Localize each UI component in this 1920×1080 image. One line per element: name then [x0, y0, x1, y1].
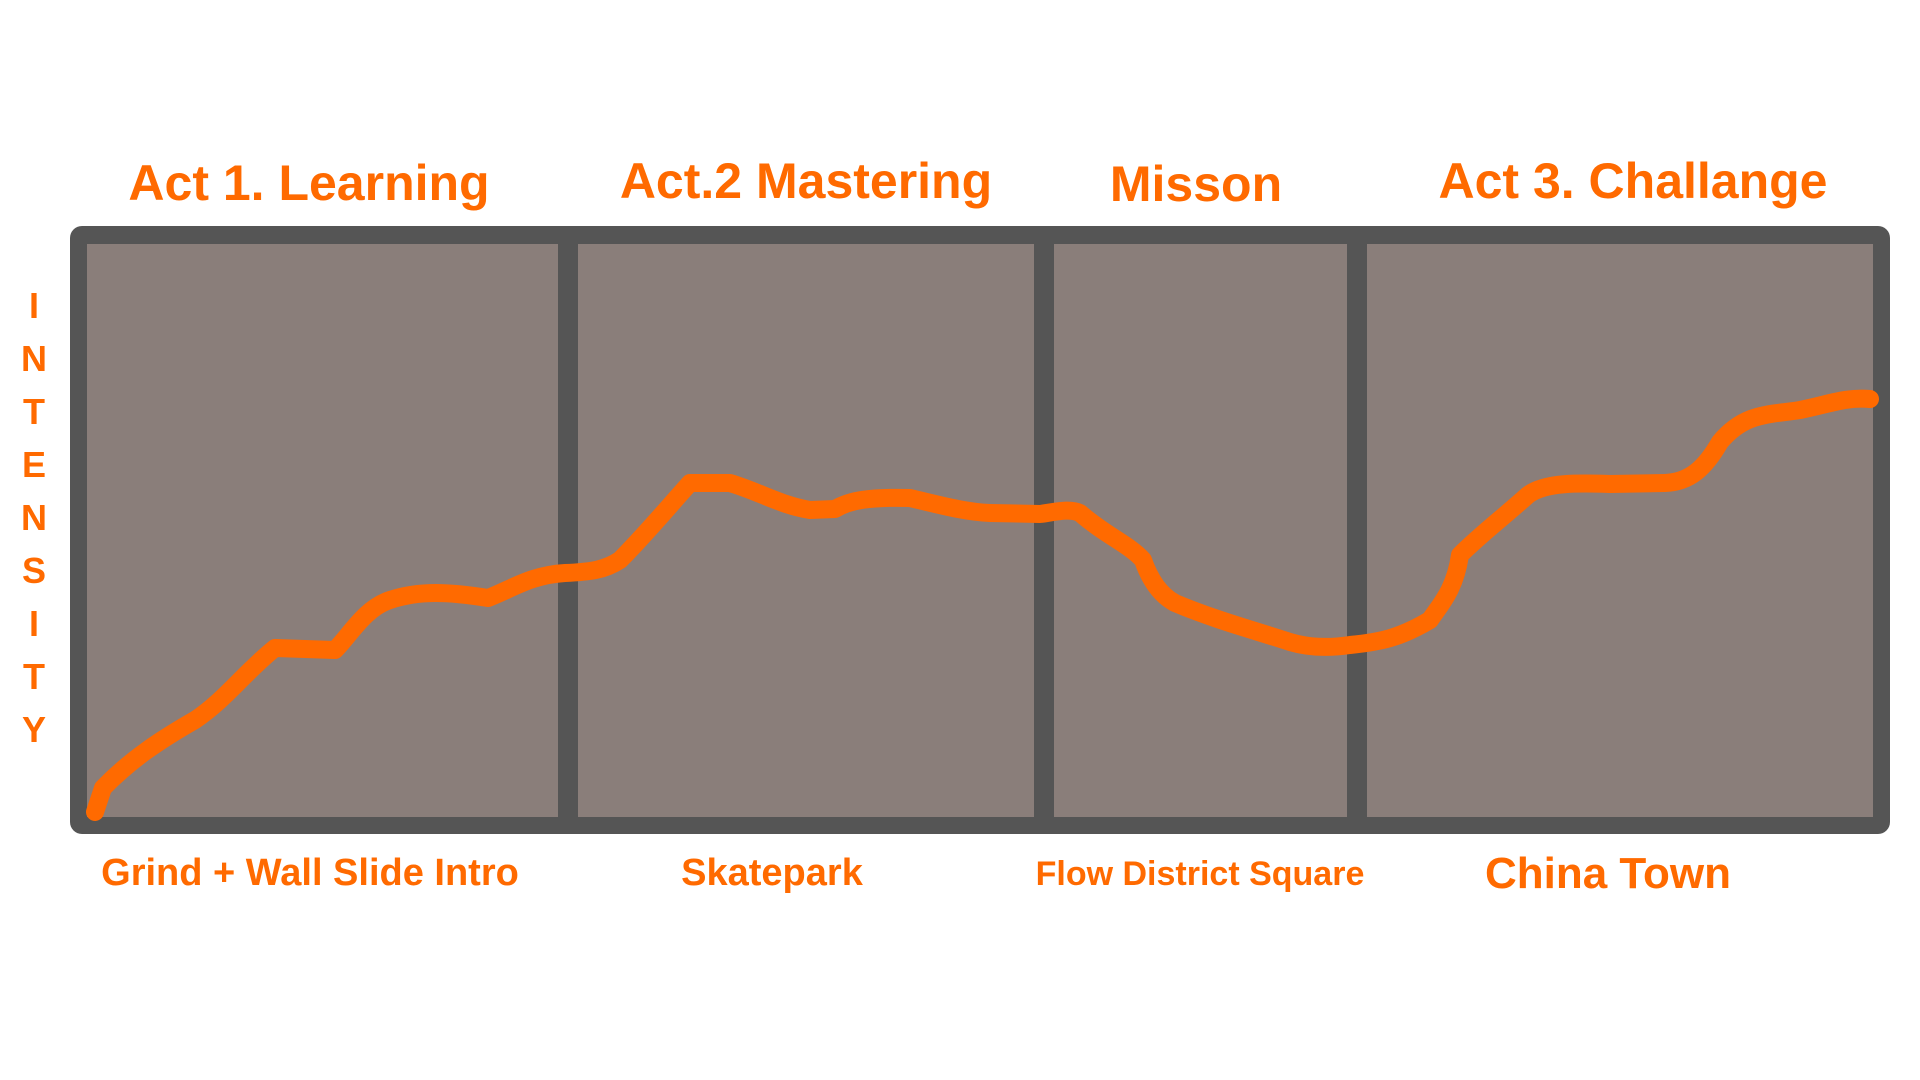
act-2-title: Act.2 Mastering: [620, 153, 992, 209]
act-3-panel: [1367, 244, 1873, 817]
mission-section-label: Flow District Square: [1036, 855, 1365, 893]
y-axis-letter: Y: [22, 709, 46, 750]
y-axis-letter: I: [29, 285, 39, 326]
intensity-curve: [86, 389, 1879, 821]
act-1-section-label: Grind + Wall Slide Intro: [101, 852, 519, 894]
act-1-title: Act 1. Learning: [128, 155, 489, 211]
y-axis-letter: N: [21, 497, 47, 538]
y-axis-letter: T: [23, 391, 45, 432]
y-axis-letter: N: [21, 338, 47, 379]
act-3-section-label: China Town: [1485, 849, 1731, 898]
act-3-title: Act 3. Challange: [1439, 153, 1828, 209]
y-axis-letter: E: [22, 444, 46, 485]
mission-title: Misson: [1110, 156, 1282, 212]
y-axis-letter: S: [22, 550, 46, 591]
act-2-section-label: Skatepark: [681, 852, 864, 894]
act-1-panel: [87, 244, 558, 817]
y-axis-letter: T: [23, 656, 45, 697]
y-axis-letter: I: [29, 603, 39, 644]
